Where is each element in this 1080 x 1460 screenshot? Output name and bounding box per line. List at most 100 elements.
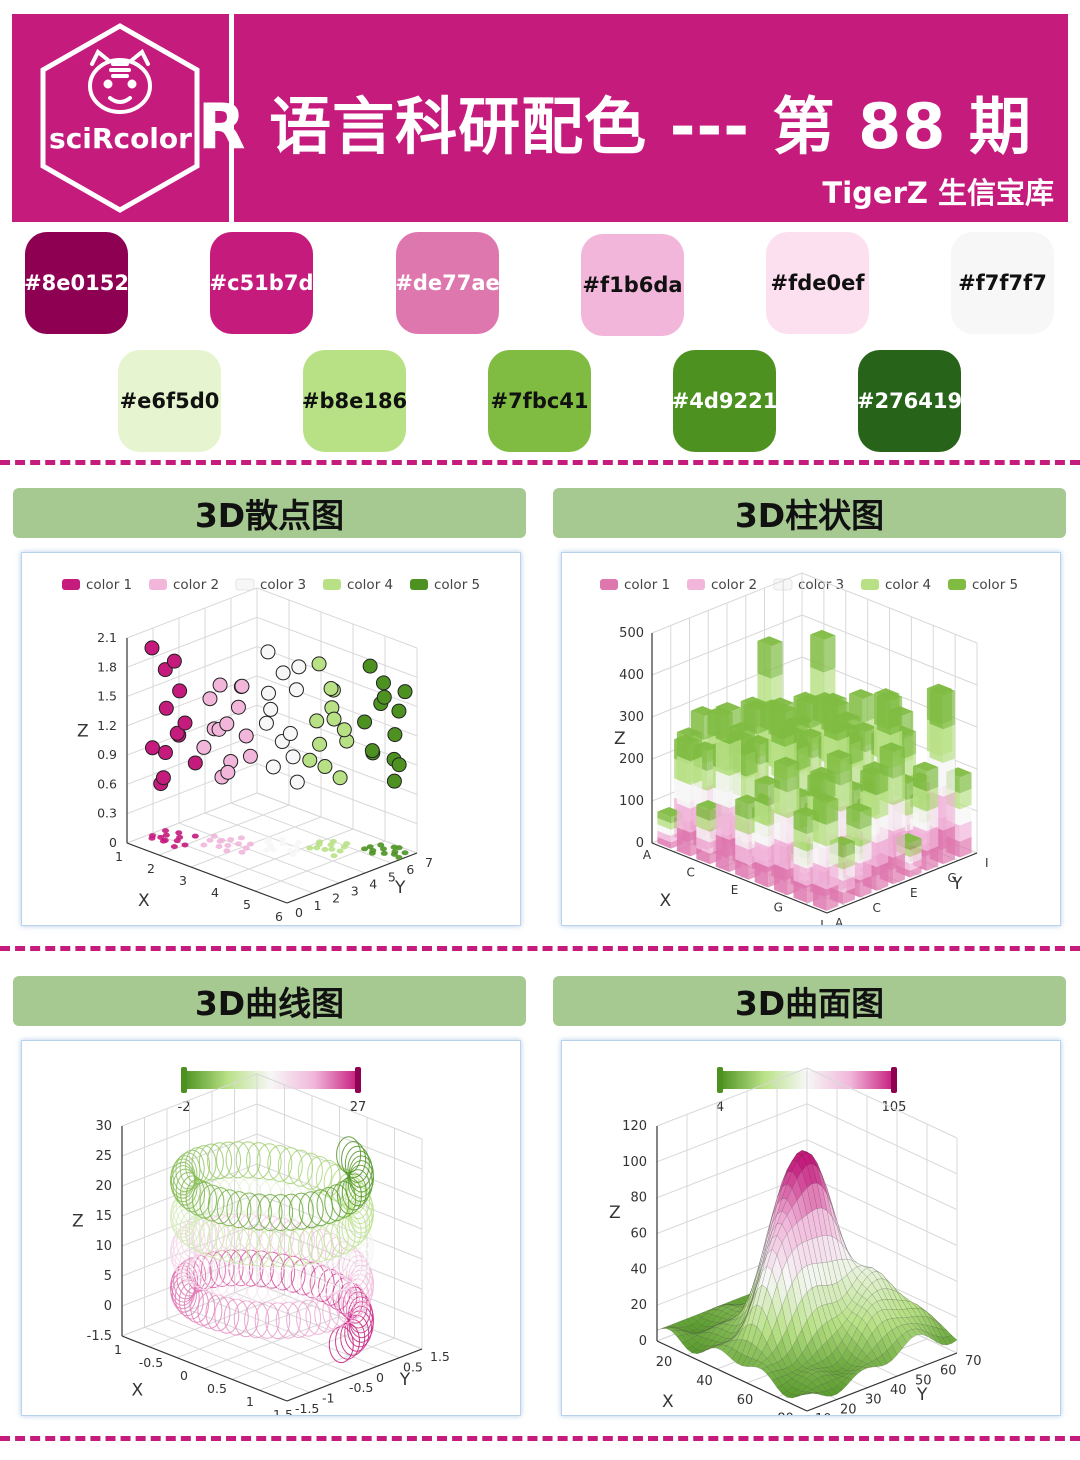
scatter-point [242, 748, 258, 764]
spring-ring [348, 1155, 374, 1193]
axes [651, 633, 978, 914]
bar-top [826, 749, 853, 760]
x-tick-label: 3 [179, 873, 187, 888]
x-tick-label: 80 [777, 1412, 794, 1415]
x-axis-title: X [660, 891, 672, 911]
bar-face [809, 700, 822, 729]
bar-face [876, 862, 889, 891]
x-tick-label: E [731, 883, 739, 897]
page-title: R 语言科研配色 --- 第 88 期 [197, 90, 1032, 163]
surface-mesh [656, 1150, 958, 1399]
grid-line [256, 1283, 423, 1350]
scatter-point [386, 773, 402, 789]
bar-face [793, 811, 808, 835]
bar-face [810, 771, 824, 801]
floor-point [161, 828, 169, 834]
x-tick-label: G [774, 901, 783, 915]
legend-swatch [235, 578, 255, 591]
legend-label: color 3 [798, 577, 844, 593]
grid-line [806, 1175, 958, 1246]
scatter-point [187, 755, 203, 771]
bar-face [840, 780, 853, 812]
bar-face [657, 811, 672, 824]
bar-face [696, 826, 710, 843]
bar-face [690, 732, 703, 762]
bar-face [696, 815, 710, 832]
legend-swatch [149, 579, 167, 590]
visual-map-handle [355, 1067, 361, 1093]
axis-line [806, 1352, 958, 1412]
y-tick-label: 0 [376, 1370, 384, 1385]
bar-face [890, 696, 903, 736]
bar-face [859, 841, 872, 864]
x-tick-label: 1.5 [273, 1407, 293, 1415]
spring-ring [258, 1215, 284, 1253]
scatter-point [258, 715, 274, 731]
bar-face [715, 802, 730, 840]
floor-point [264, 837, 272, 843]
bar-top [774, 756, 800, 767]
bar-face [676, 779, 691, 809]
z-tick-label: -1.5 [87, 1329, 112, 1344]
bar-face [909, 865, 922, 878]
floor-point [181, 842, 189, 848]
scatter-point [234, 678, 250, 694]
z-tick-label: 30 [95, 1119, 112, 1134]
surface-cell [826, 1388, 838, 1397]
grid-line [256, 1103, 423, 1170]
grid-line [806, 1067, 958, 1139]
bar-face [843, 864, 855, 881]
legend-swatch [600, 579, 618, 590]
color-swatch: #f1b6da [581, 234, 684, 336]
bar-top [793, 806, 819, 818]
bar-face [843, 853, 855, 870]
line3d-panel: -2 27 -1.5 0 5 10 15 20 25 30 1 -0.5 0 0.5 1 1.5 -1.5 -1-… [21, 1040, 521, 1416]
bar-face [812, 883, 827, 911]
y-tick-label: G [948, 871, 957, 885]
bar-top [929, 685, 955, 696]
color-swatch: #4d9221 [672, 350, 777, 452]
section-title-scatter: 3D散点图 [13, 488, 526, 538]
z-tick-label: 2.1 [97, 630, 117, 645]
grid-line [656, 1139, 808, 1199]
scatter-point [155, 770, 171, 786]
bar-top [862, 761, 889, 772]
z-tick-label: 100 [619, 794, 644, 809]
bar-top [690, 706, 717, 717]
z-tick-label: 1.8 [97, 659, 117, 674]
bar-face [943, 690, 955, 730]
bar-face [810, 634, 824, 673]
bar-face [862, 694, 875, 723]
bar-face [735, 814, 749, 835]
spring-ring [175, 1152, 201, 1190]
color-swatch: #e6f5d0 [118, 350, 221, 452]
floor-point [379, 846, 387, 852]
z-tick-label: 0.3 [97, 806, 117, 821]
y-tick-label: 1 [314, 898, 322, 913]
header-divider [229, 14, 234, 222]
floor-point [330, 853, 338, 859]
bar-face [774, 787, 788, 819]
bar-top [824, 697, 850, 708]
bar-face [754, 820, 769, 847]
floor-point [329, 838, 337, 844]
tiger-icon [88, 48, 152, 114]
bar-face [774, 864, 788, 896]
spring-ring [179, 1149, 205, 1187]
scatter-point [376, 689, 392, 705]
grid-line [256, 1193, 423, 1260]
spring-ring [199, 1184, 225, 1222]
bar-face [959, 836, 972, 858]
spring-ring [345, 1169, 371, 1207]
spring-ring [170, 1165, 196, 1203]
y-tick-label: 3 [351, 884, 359, 899]
scatter-point [260, 685, 276, 701]
legend-swatch [948, 579, 966, 590]
spring-ring [314, 1295, 340, 1333]
y-tick-label: 6 [406, 862, 414, 877]
bar-face [859, 807, 872, 830]
y-tick-label: 2 [332, 891, 340, 906]
grid-line [121, 1103, 258, 1157]
y-tick-label: C [873, 901, 881, 915]
